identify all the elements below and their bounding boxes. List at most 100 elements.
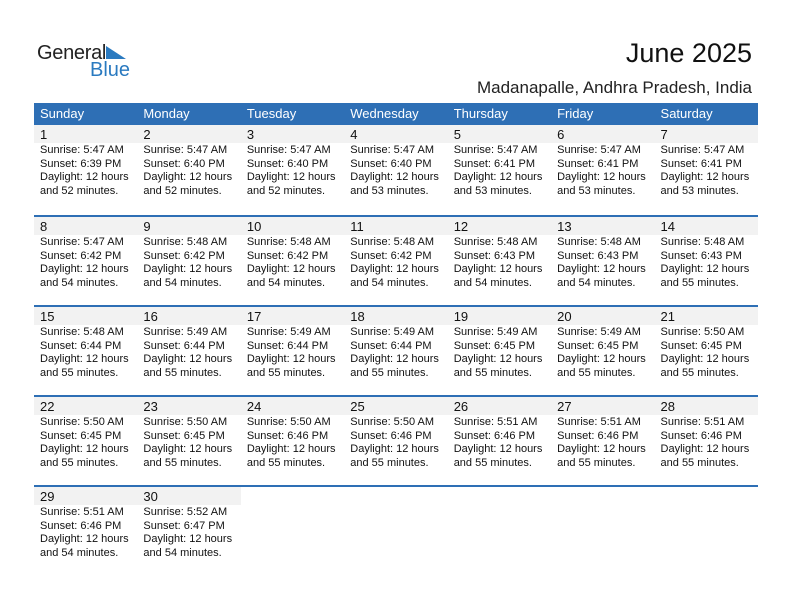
- sunset-text: Sunset: 6:45 PM: [143, 429, 225, 442]
- daylight1-text: Daylight: 12 hours: [557, 443, 646, 455]
- day-cell: 22 Sunrise: 5:50 AM Sunset: 6:45 PM Dayligh…: [34, 397, 138, 485]
- day-number: 9: [137, 217, 241, 235]
- weekday-header: Sunday Monday Tuesday Wednesday Thursday Frid…: [34, 103, 758, 125]
- daylight1-text: Daylight: 12 hours: [350, 353, 439, 365]
- sunset-text: Sunset: 6:42 PM: [246, 249, 329, 262]
- daylight2-text: and 54 minutes.: [557, 276, 636, 289]
- sunrise-text: Sunrise: 5:49 AM: [453, 326, 538, 338]
- daylight1-text: Daylight: 12 hours: [350, 171, 439, 183]
- day-number: 27: [551, 397, 655, 415]
- day-number: 20: [551, 307, 655, 325]
- sunset-text: Sunset: 6:45 PM: [40, 429, 122, 442]
- day-cell: 26 Sunrise: 5:51 AM Sunset: 6:46 PM Dayligh…: [447, 397, 552, 485]
- daylight2-text: and 54 minutes.: [350, 276, 429, 289]
- sunset-text: Sunset: 6:40 PM: [350, 157, 432, 170]
- sunset-text: Sunset: 6:46 PM: [453, 429, 536, 442]
- sunrise-text: Sunrise: 5:50 AM: [40, 416, 124, 428]
- daylight1-text: Daylight: 12 hours: [660, 171, 750, 183]
- daylight2-text: and 55 minutes.: [40, 366, 119, 379]
- sunset-text: Sunset: 6:46 PM: [40, 519, 122, 532]
- logo-triangle-icon: [106, 46, 126, 59]
- sunrise-text: Sunrise: 5:50 AM: [660, 326, 745, 338]
- sunrise-text: Sunrise: 5:49 AM: [143, 326, 228, 338]
- day-number: 2: [137, 125, 241, 143]
- day-number: 22: [34, 397, 138, 415]
- day-number: 3: [240, 125, 345, 143]
- sunrise-text: Sunrise: 5:47 AM: [557, 144, 641, 156]
- daylight2-text: and 54 minutes.: [143, 276, 222, 289]
- sunset-text: Sunset: 6:46 PM: [246, 429, 329, 442]
- sunrise-text: Sunrise: 5:51 AM: [660, 416, 745, 428]
- sunset-text: Sunset: 6:46 PM: [660, 429, 742, 442]
- sunrise-text: Sunrise: 5:51 AM: [453, 416, 538, 428]
- weekday-thursday: Thursday: [453, 106, 508, 121]
- daylight2-text: and 55 minutes.: [660, 366, 739, 379]
- daylight1-text: Daylight: 12 hours: [453, 263, 543, 275]
- page-title: June 2025: [625, 38, 752, 68]
- day-number: 15: [34, 307, 138, 325]
- sunrise-text: Sunrise: 5:47 AM: [40, 236, 124, 248]
- day-number: 11: [344, 217, 448, 235]
- week-row: 1 Sunrise: 5:47 AM Sunset: 6:39 PM Daylight…: [34, 125, 758, 215]
- day-cell: 25 Sunrise: 5:50 AM Sunset: 6:46 PM Dayligh…: [344, 397, 448, 485]
- day-cell: 23 Sunrise: 5:50 AM Sunset: 6:45 PM Dayligh…: [137, 397, 241, 485]
- daylight1-text: Daylight: 12 hours: [557, 263, 646, 275]
- sunrise-text: Sunrise: 5:50 AM: [143, 416, 228, 428]
- daylight1-text: Daylight: 12 hours: [246, 353, 336, 365]
- sunset-text: Sunset: 6:43 PM: [557, 249, 639, 262]
- daylight1-text: Daylight: 12 hours: [660, 353, 750, 365]
- daylight2-text: and 54 minutes.: [453, 276, 532, 289]
- daylight1-text: Daylight: 12 hours: [143, 443, 233, 455]
- day-cell: 7 Sunrise: 5:47 AM Sunset: 6:41 PM Daylight…: [654, 125, 758, 215]
- sunrise-text: Sunrise: 5:49 AM: [557, 326, 641, 338]
- day-number: 29: [34, 487, 138, 505]
- sunrise-text: Sunrise: 5:48 AM: [40, 326, 124, 338]
- sunset-text: Sunset: 6:40 PM: [246, 157, 329, 170]
- daylight2-text: and 53 minutes.: [557, 184, 636, 197]
- daylight1-text: Daylight: 12 hours: [40, 533, 129, 545]
- daylight2-text: and 53 minutes.: [453, 184, 532, 197]
- daylight1-text: Daylight: 12 hours: [40, 263, 129, 275]
- daylight1-text: Daylight: 12 hours: [143, 263, 233, 275]
- day-number: 14: [654, 217, 758, 235]
- daylight1-text: Daylight: 12 hours: [453, 443, 543, 455]
- weekday-monday: Monday: [143, 106, 190, 121]
- day-cell: 4 Sunrise: 5:47 AM Sunset: 6:40 PM Daylight…: [344, 125, 448, 215]
- day-cell: 18 Sunrise: 5:49 AM Sunset: 6:44 PM Dayligh…: [344, 307, 448, 395]
- weekday-sunday: Sunday: [40, 106, 85, 121]
- daylight1-text: Daylight: 12 hours: [143, 171, 233, 183]
- daylight2-text: and 54 minutes.: [40, 276, 119, 289]
- sunrise-text: Sunrise: 5:47 AM: [246, 144, 331, 156]
- day-number: 1: [34, 125, 138, 143]
- day-number: 24: [240, 397, 345, 415]
- weekday-tuesday: Tuesday: [246, 106, 297, 121]
- day-number: 30: [137, 487, 241, 505]
- empty-cell: [344, 487, 447, 575]
- day-number: 4: [344, 125, 448, 143]
- day-cell: 20 Sunrise: 5:49 AM Sunset: 6:45 PM Dayligh…: [551, 307, 655, 395]
- week-row: 29 Sunrise: 5:51 AM Sunset: 6:46 PM Dayligh…: [34, 485, 758, 575]
- daylight2-text: and 55 minutes.: [246, 456, 326, 469]
- day-number: 5: [447, 125, 552, 143]
- day-cell: 15 Sunrise: 5:48 AM Sunset: 6:44 PM Dayligh…: [34, 307, 138, 395]
- sunset-text: Sunset: 6:44 PM: [246, 339, 329, 352]
- day-number: 21: [654, 307, 758, 325]
- day-cell: 28 Sunrise: 5:51 AM Sunset: 6:46 PM Dayligh…: [654, 397, 758, 485]
- sunrise-text: Sunrise: 5:50 AM: [246, 416, 331, 428]
- day-cell: 1 Sunrise: 5:47 AM Sunset: 6:39 PM Daylight…: [34, 125, 138, 215]
- daylight1-text: Daylight: 12 hours: [557, 171, 646, 183]
- sunrise-text: Sunrise: 5:48 AM: [557, 236, 641, 248]
- sunset-text: Sunset: 6:42 PM: [350, 249, 432, 262]
- daylight1-text: Daylight: 12 hours: [246, 443, 336, 455]
- daylight2-text: and 55 minutes.: [246, 366, 326, 379]
- day-cell: 10 Sunrise: 5:48 AM Sunset: 6:42 PM Dayligh…: [240, 217, 345, 305]
- sunrise-text: Sunrise: 5:47 AM: [40, 144, 124, 156]
- weekday-wednesday: Wednesday: [350, 106, 419, 121]
- sunrise-text: Sunrise: 5:48 AM: [350, 236, 435, 248]
- day-cell: 13 Sunrise: 5:48 AM Sunset: 6:43 PM Dayligh…: [551, 217, 655, 305]
- day-number: 23: [137, 397, 241, 415]
- day-cell: 16 Sunrise: 5:49 AM Sunset: 6:44 PM Dayligh…: [137, 307, 241, 395]
- sunset-text: Sunset: 6:42 PM: [40, 249, 122, 262]
- day-number: 19: [447, 307, 552, 325]
- day-cell: 8 Sunrise: 5:47 AM Sunset: 6:42 PM Daylight…: [34, 217, 138, 305]
